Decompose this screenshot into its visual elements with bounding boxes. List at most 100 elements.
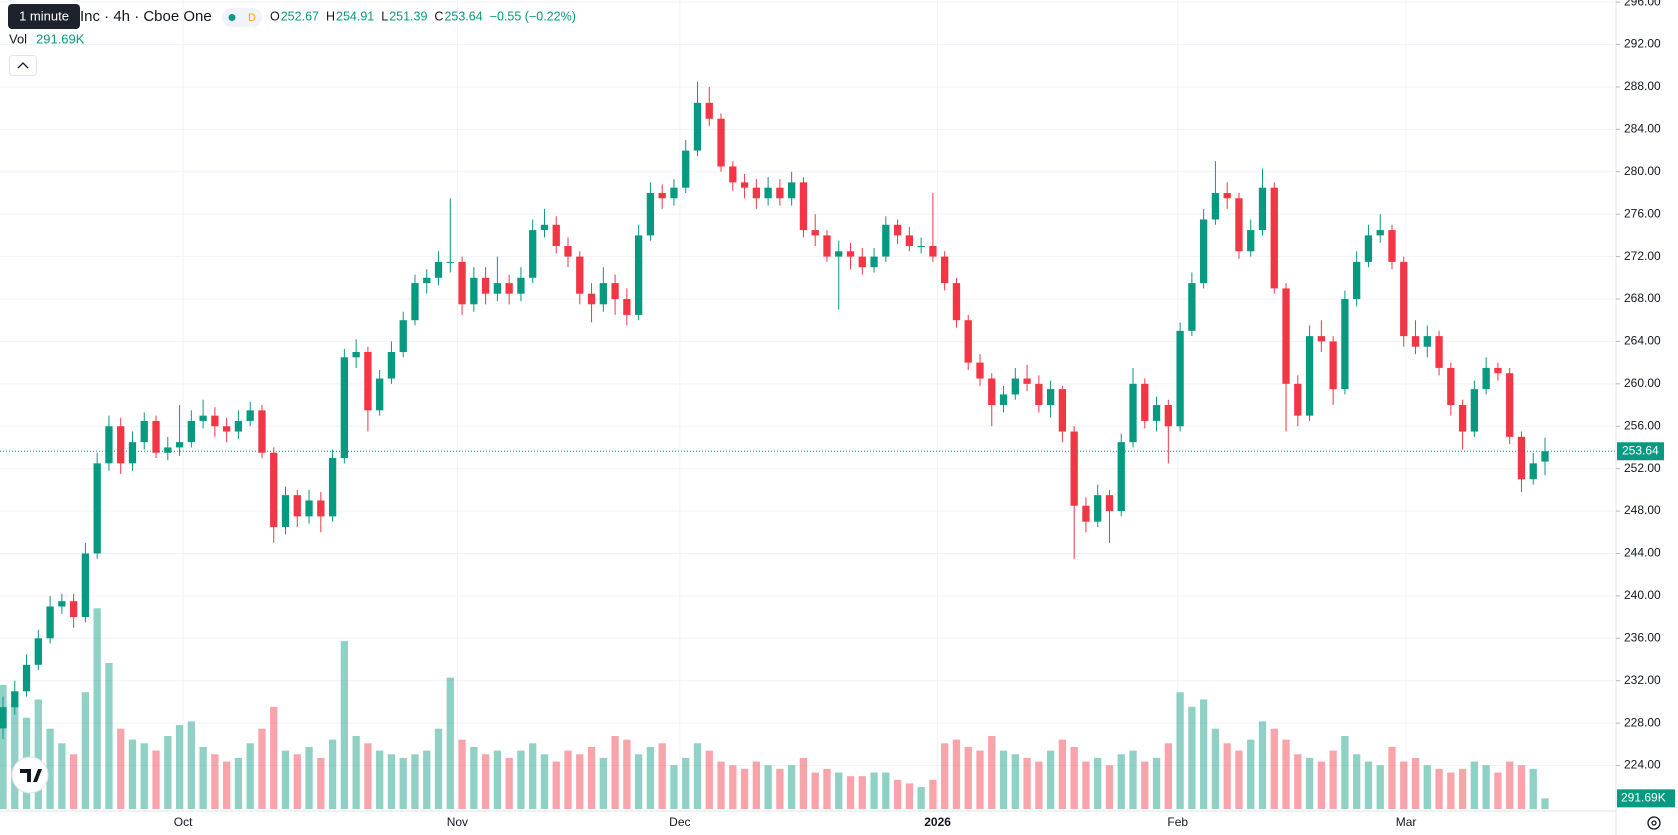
candle-body bbox=[387, 352, 396, 379]
volume-bar bbox=[1105, 765, 1114, 809]
volume-bar bbox=[576, 754, 584, 809]
volume-legend-value: 291.69K bbox=[36, 31, 85, 46]
collapse-icon bbox=[17, 62, 29, 69]
volume-bar bbox=[11, 706, 19, 809]
candle-body bbox=[187, 420, 195, 443]
volume-label-box bbox=[1617, 789, 1675, 808]
candle-body bbox=[999, 394, 1008, 406]
volume-bar bbox=[152, 750, 160, 809]
volume-bar bbox=[1411, 757, 1420, 809]
volume-bar bbox=[399, 757, 407, 809]
candle-body bbox=[399, 320, 407, 353]
y-tick-label: 252.00 bbox=[1624, 461, 1661, 475]
volume-bar bbox=[446, 677, 454, 809]
ohlc-value: 253.64 bbox=[444, 9, 482, 23]
candle-body bbox=[1447, 367, 1455, 406]
volume-bar bbox=[705, 750, 713, 809]
volume-bar bbox=[717, 761, 725, 809]
candle-body bbox=[1506, 373, 1514, 437]
volume-bar bbox=[1317, 761, 1326, 809]
volume-bar bbox=[387, 754, 396, 809]
volume-bar bbox=[81, 692, 90, 809]
candle-body bbox=[234, 420, 243, 432]
candle-body bbox=[858, 256, 866, 268]
candle-body bbox=[1105, 495, 1114, 512]
candle-body bbox=[1082, 505, 1090, 522]
volume-label: 291.69K bbox=[1621, 791, 1666, 805]
candle-body bbox=[446, 261, 454, 263]
candle-body bbox=[670, 187, 678, 199]
volume-bar bbox=[305, 746, 313, 809]
volume-bar bbox=[423, 750, 431, 809]
volume-bar bbox=[493, 750, 502, 809]
volume-bar bbox=[293, 754, 301, 809]
volume-bar bbox=[587, 746, 596, 809]
candle-body bbox=[58, 601, 66, 607]
logo-mark bbox=[20, 769, 42, 782]
candle-body bbox=[740, 182, 749, 188]
volume-bar bbox=[646, 746, 655, 809]
collapse-button[interactable] bbox=[9, 55, 37, 76]
volume-bar bbox=[564, 750, 572, 809]
candle-body bbox=[1258, 187, 1267, 231]
volume-bar bbox=[823, 768, 831, 809]
candle-body bbox=[870, 256, 878, 268]
volume-bar bbox=[1400, 761, 1408, 809]
y-tick-label: 224.00 bbox=[1624, 758, 1661, 772]
candle-body bbox=[717, 118, 725, 167]
volume-bar bbox=[929, 779, 937, 809]
volume-bar bbox=[999, 750, 1008, 809]
candle-body bbox=[976, 362, 984, 379]
candle-body bbox=[529, 230, 537, 278]
candle-body bbox=[1329, 341, 1337, 390]
candle-body bbox=[917, 245, 925, 247]
candle-body bbox=[623, 299, 631, 315]
volume-bar bbox=[1447, 772, 1455, 809]
volume-bar bbox=[458, 739, 466, 809]
volume-bar bbox=[470, 746, 478, 809]
volume-bar bbox=[1188, 706, 1196, 809]
y-tick-label: 276.00 bbox=[1624, 206, 1661, 220]
volume-bar bbox=[752, 761, 760, 809]
volume-bar bbox=[58, 743, 66, 809]
candle-body bbox=[175, 442, 184, 448]
y-tick-label: 280.00 bbox=[1624, 164, 1661, 178]
ohlc-value: 254.91 bbox=[336, 9, 374, 23]
candle-body bbox=[693, 102, 702, 151]
candle-body bbox=[493, 283, 502, 294]
y-tick-label: 244.00 bbox=[1624, 546, 1661, 560]
volume-bar bbox=[858, 776, 866, 809]
candle-body bbox=[1176, 330, 1184, 427]
tooltip-text: 1 minute bbox=[19, 8, 69, 23]
symbol-title: Inc · 4h · Cboe One bbox=[80, 8, 212, 25]
candle-body bbox=[293, 495, 301, 517]
volume-bar bbox=[1482, 765, 1490, 809]
volume-bar bbox=[340, 641, 349, 809]
candle-body bbox=[0, 707, 7, 729]
volume-bar bbox=[1529, 768, 1537, 809]
candle-body bbox=[1152, 405, 1161, 421]
volume-bar bbox=[34, 699, 42, 809]
volume-bar bbox=[846, 776, 855, 809]
candle-body bbox=[941, 256, 949, 284]
settings-button[interactable] bbox=[1647, 816, 1661, 830]
candle-body bbox=[1235, 198, 1243, 252]
volume-bar bbox=[117, 728, 125, 809]
candle-body bbox=[929, 245, 937, 257]
candle-body bbox=[788, 182, 796, 199]
candle-body bbox=[893, 224, 902, 236]
badge[interactable] bbox=[222, 8, 262, 27]
y-tick-label: 284.00 bbox=[1624, 122, 1661, 136]
volume-bar bbox=[1541, 798, 1549, 809]
volume-bar bbox=[1458, 768, 1467, 809]
volume-bar bbox=[1329, 750, 1337, 809]
volume-bar bbox=[552, 761, 560, 809]
volume-bar bbox=[976, 750, 984, 809]
volume-bar bbox=[893, 779, 902, 809]
candle-body bbox=[1164, 405, 1172, 427]
volume-bar bbox=[1282, 739, 1290, 809]
candle-body bbox=[1188, 283, 1196, 331]
candle-body bbox=[93, 463, 101, 554]
volume-bar bbox=[222, 761, 231, 809]
